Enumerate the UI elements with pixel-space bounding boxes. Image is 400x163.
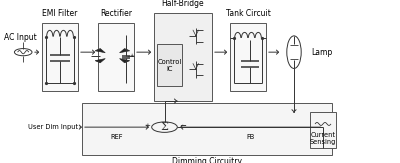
Bar xyxy=(230,23,266,91)
Bar xyxy=(98,23,134,91)
Text: −: − xyxy=(179,121,186,130)
Text: Σ: Σ xyxy=(160,122,168,132)
Text: Dimming Circuitry: Dimming Circuitry xyxy=(172,157,242,163)
Bar xyxy=(310,112,336,148)
Text: Tank Circuit: Tank Circuit xyxy=(226,8,270,18)
Text: Current
Sensing: Current Sensing xyxy=(310,132,336,145)
Text: Control
IC: Control IC xyxy=(158,59,182,72)
Bar xyxy=(154,13,212,101)
Text: EMI Filter: EMI Filter xyxy=(42,8,78,18)
Text: +: + xyxy=(129,53,133,58)
Bar xyxy=(82,103,332,155)
Text: User Dim Input: User Dim Input xyxy=(28,124,78,130)
Text: AC Input: AC Input xyxy=(4,33,37,42)
Polygon shape xyxy=(120,49,130,53)
Text: +: + xyxy=(144,123,150,128)
Text: REF: REF xyxy=(110,134,123,140)
Polygon shape xyxy=(95,49,105,53)
Polygon shape xyxy=(95,59,105,63)
Bar xyxy=(157,44,182,86)
Text: Lamp: Lamp xyxy=(311,48,332,57)
Bar xyxy=(42,23,78,91)
Text: Rectifier: Rectifier xyxy=(100,8,132,18)
Text: FB: FB xyxy=(246,134,254,140)
Text: Half-Bridge: Half-Bridge xyxy=(162,0,204,8)
Polygon shape xyxy=(120,59,130,63)
